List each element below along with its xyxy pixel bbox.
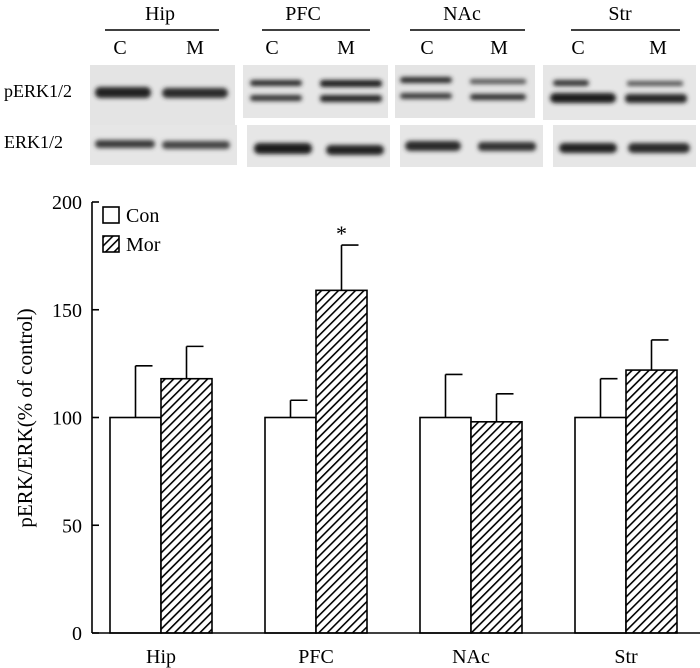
significance-marker: * — [336, 221, 347, 246]
blot-image-perk-nac — [395, 65, 535, 118]
y-tick-label: 50 — [62, 515, 82, 537]
blot-row-label-perk: pERK1/2 — [4, 81, 72, 101]
lane-label: M — [490, 37, 508, 59]
region-label: Str — [608, 3, 632, 25]
legend-swatch-con — [102, 206, 120, 224]
annotations: * — [336, 221, 347, 246]
legend-label-mor: Mor — [126, 234, 161, 256]
western-blot-panel: Hip C M PFC C M NAc C M Str C M pERK1/2 … — [4, 3, 696, 167]
blot-image-perk-pfc — [243, 65, 388, 118]
y-axis-label: pERK/ERK(% of control) — [13, 308, 37, 527]
region-label: Hip — [145, 3, 175, 25]
blot-header-region-pfc: PFC C M — [262, 3, 370, 59]
region-label: NAc — [443, 3, 481, 25]
region-label: PFC — [285, 3, 321, 25]
lane-label: M — [337, 37, 355, 59]
lane-label: C — [113, 37, 126, 59]
bar-mor-pfc — [315, 289, 368, 634]
y-axis-ticks: 0 50 100 150 200 — [52, 192, 99, 645]
y-tick-label: 200 — [52, 192, 82, 214]
blot-header-region-hip: Hip C M — [105, 3, 219, 59]
bars — [109, 289, 678, 634]
legend: Con Mor — [102, 205, 161, 256]
y-tick-label: 150 — [52, 300, 82, 322]
blot-image-erk-str — [553, 125, 696, 167]
blot-image-erk-nac — [400, 125, 543, 167]
y-tick-label: 100 — [52, 408, 82, 430]
blot-header-region-nac: NAc C M — [410, 3, 525, 59]
bar-mor-hip — [160, 377, 213, 634]
x-tick-label: NAc — [452, 646, 490, 668]
legend-swatch-mor — [102, 235, 120, 253]
bar-mor-str — [625, 369, 678, 634]
lane-label: M — [649, 37, 667, 59]
blot-image-perk-str — [543, 65, 696, 120]
bar-mor-nac — [470, 421, 523, 634]
lane-label: C — [420, 37, 433, 59]
legend-item-con: Con — [102, 205, 159, 227]
error-bars — [134, 244, 669, 422]
blot-image-perk-hip — [90, 65, 235, 125]
x-axis-ticks: Hip PFC NAc Str — [146, 646, 638, 668]
lane-label: C — [265, 37, 278, 59]
x-tick-label: PFC — [298, 646, 334, 668]
x-tick-label: Str — [614, 646, 638, 668]
bar-con-str — [574, 416, 627, 634]
lane-label: M — [186, 37, 204, 59]
bar-chart: 0 50 100 150 200 * Hip PFC NAc Str pERK/ERK(% o… — [13, 192, 700, 668]
bar-con-hip — [109, 416, 162, 634]
blot-header-region-str: Str C M — [571, 3, 680, 59]
blot-image-erk-hip — [90, 125, 237, 165]
lane-label: C — [571, 37, 584, 59]
y-tick-label: 0 — [72, 623, 82, 645]
bar-con-pfc — [264, 416, 317, 634]
bar-con-nac — [419, 416, 472, 634]
x-tick-label: Hip — [146, 646, 176, 668]
legend-item-mor: Mor — [102, 234, 161, 256]
blot-row-label-erk: ERK1/2 — [4, 132, 63, 152]
blot-image-erk-pfc — [247, 125, 390, 167]
legend-label-con: Con — [126, 205, 159, 227]
